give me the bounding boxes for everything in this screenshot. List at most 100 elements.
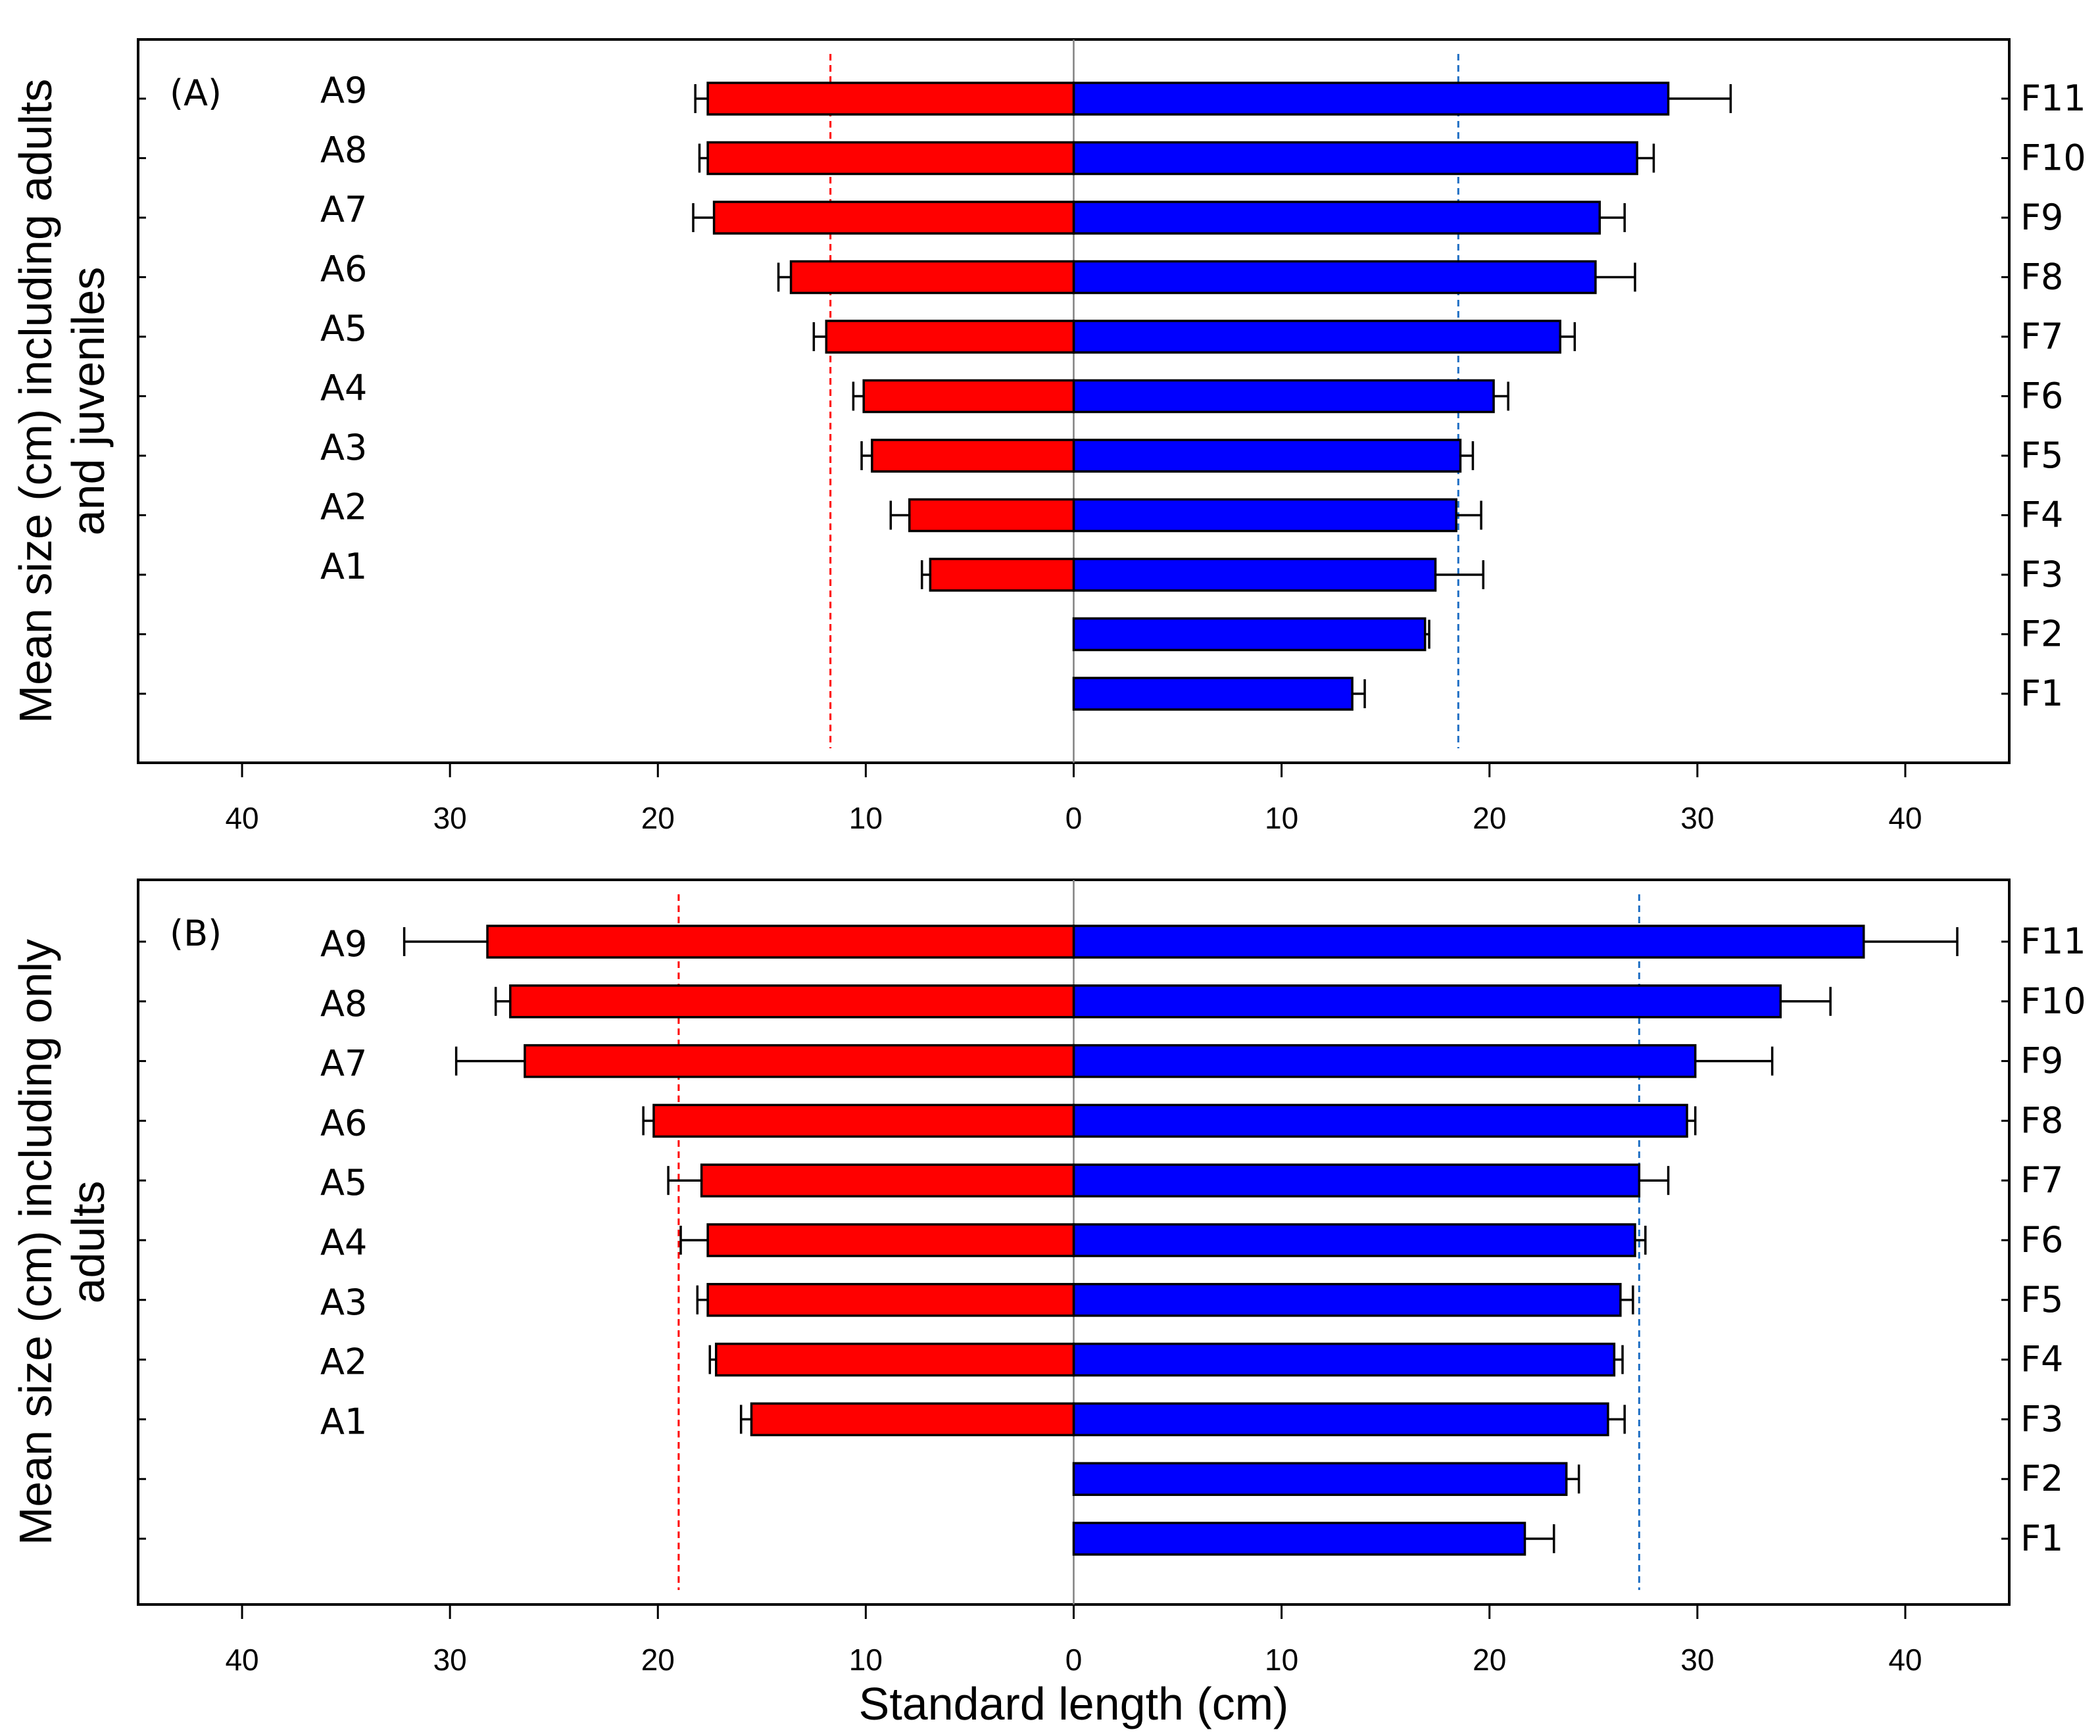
x-tick-label: 20 xyxy=(1473,801,1506,835)
left-category-label: A9 xyxy=(320,923,367,965)
x-axis-label: Standard length (cm) xyxy=(859,1678,1289,1729)
right-category-label: F9 xyxy=(2020,1040,2063,1082)
right-bar xyxy=(1072,439,1462,473)
left-bar xyxy=(509,984,1075,1019)
right-bar xyxy=(1072,558,1437,592)
left-bar xyxy=(789,260,1075,295)
left-category-label: A1 xyxy=(320,546,367,587)
left-bar xyxy=(929,558,1075,592)
x-tick-label: 20 xyxy=(641,801,675,835)
right-category-label: F10 xyxy=(2020,137,2086,179)
y-axis-label-line-1: Mean size (cm) including adults xyxy=(10,79,61,723)
left-category-label: A9 xyxy=(320,70,367,111)
panel-b: 40 30 20 10 0 10 20 30 40 A9 A8 A7 A6 A5 A4 A3 A2 A1 F11 F1… xyxy=(10,879,2086,1729)
left-category-label: A8 xyxy=(320,130,367,171)
left-category-label: A2 xyxy=(320,1341,367,1383)
right-bar xyxy=(1072,1163,1641,1197)
left-bar xyxy=(715,1342,1075,1377)
left-category-label: A1 xyxy=(320,1401,367,1442)
x-tick-label: 30 xyxy=(1680,801,1714,835)
y-axis-label-line-2: and juveniles xyxy=(62,267,114,536)
left-category-label: A3 xyxy=(320,1282,367,1323)
left-bar xyxy=(706,141,1075,176)
right-category-label: F5 xyxy=(2020,435,2063,476)
y-axis-label: Mean size (cm) including only adults xyxy=(10,939,114,1545)
panel-a: 40 30 20 10 0 10 20 30 40 A9 A8 A7 A6 A5 A4 A3 A2 A1 F11 F1… xyxy=(10,38,2086,835)
y-axis-label-line-2: adults xyxy=(62,1181,114,1304)
left-category-label: A2 xyxy=(320,487,367,528)
right-category-label: F4 xyxy=(2020,1339,2063,1380)
right-category-label: F6 xyxy=(2020,375,2063,417)
left-category-label: A7 xyxy=(320,189,367,230)
x-tick-label: 10 xyxy=(849,801,883,835)
right-bar xyxy=(1072,498,1457,533)
y-axis-label-line-1: Mean size (cm) including only xyxy=(10,939,61,1545)
left-bar xyxy=(524,1044,1075,1078)
right-bar xyxy=(1072,320,1561,354)
right-bar xyxy=(1072,1402,1609,1437)
right-bar xyxy=(1072,1522,1526,1556)
right-bar xyxy=(1072,1342,1616,1377)
x-tick-label: 40 xyxy=(225,801,258,835)
right-bar xyxy=(1072,379,1495,414)
left-category-label: A4 xyxy=(320,368,367,409)
right-category-label: F5 xyxy=(2020,1279,2063,1320)
right-category-label: F2 xyxy=(2020,1458,2063,1499)
x-tick-label: 0 xyxy=(1065,801,1083,835)
right-bar xyxy=(1072,141,1638,176)
left-category-label: A8 xyxy=(320,983,367,1025)
right-bar xyxy=(1072,925,1865,959)
right-bar xyxy=(1072,201,1601,235)
left-category-label: A6 xyxy=(320,249,367,290)
left-bar xyxy=(700,1163,1075,1197)
right-category-label: F10 xyxy=(2020,980,2086,1022)
left-bar xyxy=(706,82,1075,116)
x-tick-label: 40 xyxy=(225,1643,258,1677)
right-category-label: F2 xyxy=(2020,614,2063,655)
right-category-label: F11 xyxy=(2020,78,2086,119)
right-bar xyxy=(1072,1103,1688,1138)
left-bar xyxy=(712,201,1075,235)
left-bar xyxy=(706,1223,1075,1257)
right-category-label: F3 xyxy=(2020,554,2063,595)
x-tick-label: 30 xyxy=(433,1643,467,1677)
left-category-label: A7 xyxy=(320,1043,367,1084)
x-tick-label: 40 xyxy=(1888,1643,1922,1677)
x-tick-label: 0 xyxy=(1065,1643,1083,1677)
right-bar xyxy=(1072,1283,1622,1317)
x-tick-label: 10 xyxy=(1265,801,1298,835)
left-category-label: A5 xyxy=(320,1162,367,1203)
x-tick-label: 10 xyxy=(849,1643,883,1677)
right-category-label: F11 xyxy=(2020,921,2086,962)
left-category-label: A3 xyxy=(320,427,367,468)
right-category-label: F6 xyxy=(2020,1219,2063,1261)
right-category-label: F3 xyxy=(2020,1398,2063,1439)
right-bar xyxy=(1072,1044,1697,1078)
right-category-label: F9 xyxy=(2020,197,2063,238)
right-bar xyxy=(1072,984,1782,1019)
right-category-label: F7 xyxy=(2020,316,2063,357)
right-category-label: F1 xyxy=(2020,673,2063,714)
x-tick-label: 30 xyxy=(1680,1643,1714,1677)
left-bar xyxy=(486,925,1075,959)
right-bar xyxy=(1072,617,1427,652)
left-bar xyxy=(750,1402,1075,1437)
x-tick-label: 20 xyxy=(641,1643,675,1677)
left-bar xyxy=(862,379,1075,414)
x-tick-label: 30 xyxy=(433,801,467,835)
right-bar xyxy=(1072,1223,1636,1257)
x-tick-label: 10 xyxy=(1265,1643,1298,1677)
panel-label: (B) xyxy=(170,913,222,954)
left-category-label: A4 xyxy=(320,1222,367,1263)
left-category-label: A6 xyxy=(320,1102,367,1144)
y-axis-label: Mean size (cm) including adults and juven… xyxy=(10,79,114,723)
right-bar xyxy=(1072,1462,1568,1496)
x-tick-label: 40 xyxy=(1888,801,1922,835)
right-category-label: F4 xyxy=(2020,494,2063,536)
left-bar xyxy=(871,439,1075,473)
right-category-label: F8 xyxy=(2020,256,2063,298)
left-category-label: A5 xyxy=(320,308,367,349)
left-bar xyxy=(908,498,1075,533)
left-bar xyxy=(825,320,1075,354)
